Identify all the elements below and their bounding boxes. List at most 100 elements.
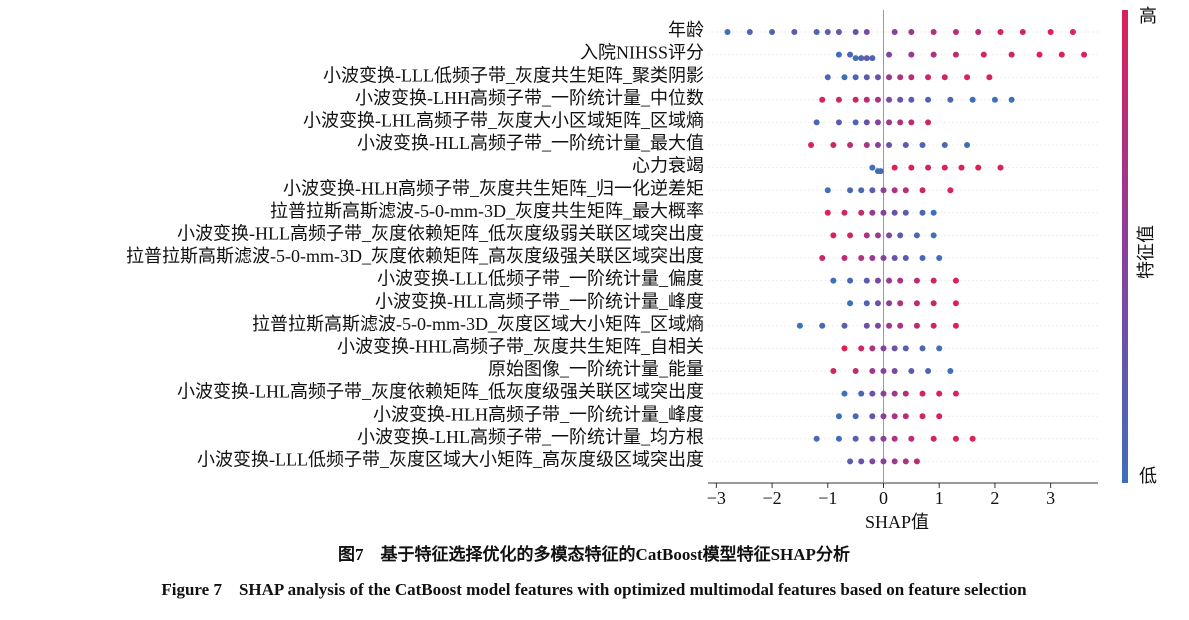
point: [858, 458, 865, 465]
point: [852, 368, 859, 374]
point: [1047, 29, 1054, 35]
point: [913, 322, 920, 329]
point: [874, 96, 881, 103]
point: [925, 119, 932, 126]
y-tick-label: 小波变换-LHH高频子带_一阶统计量_中位数: [355, 88, 704, 108]
point: [835, 51, 842, 58]
point: [852, 435, 859, 442]
point: [891, 164, 898, 171]
point: [908, 74, 915, 81]
colorbar-low: 低: [1139, 466, 1157, 486]
point: [908, 368, 915, 374]
point: [964, 74, 971, 81]
point: [897, 277, 904, 284]
point: [913, 277, 920, 284]
point: [769, 29, 776, 35]
point: [858, 390, 865, 397]
point: [869, 255, 876, 261]
point: [930, 277, 937, 284]
point: [874, 300, 881, 307]
point: [902, 142, 909, 148]
point: [930, 322, 937, 329]
x-tick-label: 2: [990, 488, 999, 508]
point: [891, 458, 898, 465]
y-tick-label: 小波变换-HLL高频子带_灰度依赖矩阵_低灰度级弱关联区域突出度: [177, 224, 704, 244]
point: [886, 232, 893, 239]
point: [947, 187, 954, 194]
point: [1019, 29, 1026, 35]
point: [858, 345, 865, 352]
point: [925, 368, 932, 374]
point: [897, 322, 904, 329]
x-tick-label: 3: [1046, 488, 1055, 508]
point: [919, 209, 926, 216]
y-tick-label: 小波变换-LLL低频子带_灰度共生矩阵_聚类阴影: [323, 65, 704, 85]
colorbar-title: 特征值: [1136, 225, 1156, 279]
point: [824, 187, 831, 194]
point: [863, 232, 870, 239]
point: [863, 74, 870, 81]
point: [863, 142, 870, 148]
point: [835, 29, 842, 35]
point: [952, 29, 959, 35]
point: [852, 55, 859, 62]
y-tick-label: 小波变换-HHL高频子带_灰度共生矩阵_自相关: [337, 337, 704, 357]
point: [952, 300, 959, 307]
point: [819, 322, 826, 329]
point: [1081, 51, 1088, 58]
point: [863, 277, 870, 284]
x-tick-label: 0: [879, 488, 888, 508]
point: [952, 322, 959, 329]
x-tick-label: 1: [935, 488, 944, 508]
point: [952, 390, 959, 397]
point: [902, 209, 909, 216]
point: [1008, 51, 1015, 58]
x-tick-label: −3: [707, 488, 726, 508]
y-tick-label: 小波变换-HLL高频子带_一阶统计量_最大值: [357, 133, 704, 153]
point: [897, 96, 904, 103]
point: [936, 413, 943, 420]
point: [874, 74, 881, 81]
point: [813, 29, 820, 35]
point: [813, 119, 820, 126]
point: [925, 96, 932, 103]
point: [869, 164, 876, 171]
point: [930, 51, 937, 58]
point: [936, 390, 943, 397]
point: [835, 119, 842, 126]
point: [877, 168, 884, 175]
point: [847, 232, 854, 239]
y-tick-label: 拉普拉斯高斯滤波-5-0-mm-3D_灰度共生矩阵_最大概率: [270, 201, 704, 221]
point: [1058, 51, 1065, 58]
point: [863, 29, 870, 35]
y-tick-label: 小波变换-LLL低频子带_灰度区域大小矩阵_高灰度级区域突出度: [197, 450, 704, 470]
y-tick-label: 小波变换-LHL高频子带_一阶统计量_均方根: [357, 427, 704, 447]
colorbar-high: 高: [1139, 6, 1157, 26]
point: [880, 413, 887, 420]
point: [863, 55, 870, 62]
point: [897, 300, 904, 307]
point: [952, 277, 959, 284]
point: [908, 119, 915, 126]
point: [880, 368, 887, 374]
point: [841, 390, 848, 397]
y-tick-label: 小波变换-HLH高频子带_一阶统计量_峰度: [373, 404, 704, 424]
point: [908, 435, 915, 442]
point: [930, 209, 937, 216]
point: [969, 435, 976, 442]
point: [841, 209, 848, 216]
point: [830, 232, 837, 239]
point: [830, 142, 837, 148]
y-tick-label: 拉普拉斯高斯滤波-5-0-mm-3D_灰度区域大小矩阵_区域熵: [252, 314, 704, 334]
y-tick-label: 拉普拉斯高斯滤波-5-0-mm-3D_灰度依赖矩阵_高灰度级强关联区域突出度: [126, 246, 704, 266]
point: [941, 74, 948, 81]
point: [919, 187, 926, 194]
point: [835, 96, 842, 103]
point: [891, 255, 898, 261]
point: [891, 209, 898, 216]
point: [869, 55, 876, 62]
point: [830, 368, 837, 374]
point: [908, 51, 915, 58]
point: [913, 300, 920, 307]
point: [902, 390, 909, 397]
